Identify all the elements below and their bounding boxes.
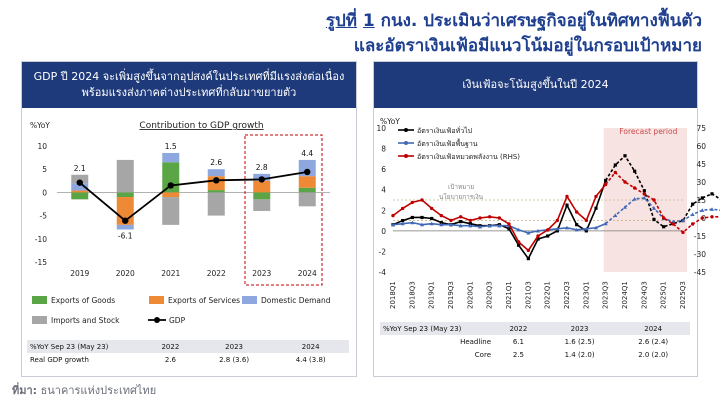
gdp-table-header-cell: 2023 — [195, 340, 273, 353]
table-row: Real GDP growth 2.6 2.8 (3.6) 4.4 (3.8) — [27, 353, 349, 366]
table-cell: 2.6 — [164, 355, 176, 364]
table-cell: Headline — [460, 337, 491, 346]
table-cell: 6.1 — [512, 337, 524, 346]
gdp-panel-header: GDP ปี 2024 จะเพิ่มสูงขึ้นจากอุปสงค์ในปร… — [22, 62, 356, 108]
inflation-table-header-row: %YoY Sep 23 (May 23) 2022 2023 2024 — [380, 322, 690, 335]
inflation-ytick-right: 0 — [701, 214, 706, 223]
title-prefix: รูปที่ — [325, 11, 357, 31]
gdp-forecast-table: %YoY Sep 23 (May 23) 2022 2023 2024 Real… — [27, 340, 349, 366]
source-label: ที่มา: — [12, 384, 38, 397]
inflation-point — [700, 216, 705, 220]
table-cell: 2.0 (2.0) — [638, 350, 669, 359]
table-cell: 1.4 (2.0) — [564, 350, 595, 359]
inflation-point — [700, 196, 704, 200]
gdp-panel: GDP ปี 2024 จะเพิ่มสูงขึ้นจากอุปสงค์ในปร… — [21, 61, 357, 377]
table-cell: 4.4 (3.8) — [295, 355, 326, 364]
table-row: Core 2.5 1.4 (2.0) 2.0 (2.0) — [380, 348, 690, 361]
table-row: Headline 6.1 1.6 (2.5) 2.6 (2.4) — [380, 335, 690, 348]
inflation-panel-header: เงินเฟ้อจะโน้มสูงขึ้นในปี 2024 — [374, 62, 697, 108]
inflation-point — [710, 192, 714, 196]
gdp-header-line2: พร้อมแรงส่งภาคต่างประเทศที่กลับมาขยายตัว — [81, 86, 297, 99]
table-cell: 2.5 — [512, 350, 524, 359]
table-cell: 1.6 (2.5) — [564, 337, 595, 346]
inflation-point — [700, 208, 705, 212]
inflation-table-header-cell: %YoY Sep 23 (May 23) — [380, 322, 494, 335]
inflation-forecast-table: %YoY Sep 23 (May 23) 2022 2023 2024 Head… — [380, 322, 690, 361]
source-text: ธนาคารแห่งประเทศไทย — [40, 384, 157, 397]
table-cell: Core — [474, 350, 491, 359]
page-title-line1: รูปที่ 1 กนง. ประเมินว่าเศรษฐกิจอยู่ในทิ… — [326, 7, 702, 34]
gdp-table-header-cell: 2024 — [272, 340, 349, 353]
inflation-point — [710, 215, 714, 219]
title-number: 1 — [362, 11, 375, 31]
title-line1-text: กนง. ประเมินว่าเศรษฐกิจอยู่ในทิศทางฟื้นต… — [380, 11, 702, 31]
gdp-header-line1: GDP ปี 2024 จะเพิ่มสูงขึ้นจากอุปสงค์ในปร… — [33, 70, 345, 84]
inflation-table-header-cell: 2022 — [494, 322, 543, 335]
gdp-table-header-cell: %YoY Sep 23 (May 23) — [27, 340, 145, 353]
gdp-table-header-row: %YoY Sep 23 (May 23) 2022 2023 2024 — [27, 340, 349, 353]
page-title-line2: และอัตราเงินเฟ้อมีแนวโน้มอยู่ในกรอบเป้าห… — [353, 36, 702, 56]
inflation-point — [710, 207, 714, 211]
inflation-table-header-cell: 2023 — [542, 322, 617, 335]
inflation-table-header-cell: 2024 — [616, 322, 690, 335]
source-note: ที่มา: ธนาคารแห่งประเทศไทย — [12, 381, 156, 399]
table-cell: 2.8 (3.6) — [219, 355, 250, 364]
table-cell: 2.6 (2.4) — [638, 337, 669, 346]
gdp-table-header-cell: 2022 — [145, 340, 196, 353]
table-cell: Real GDP growth — [30, 355, 89, 364]
